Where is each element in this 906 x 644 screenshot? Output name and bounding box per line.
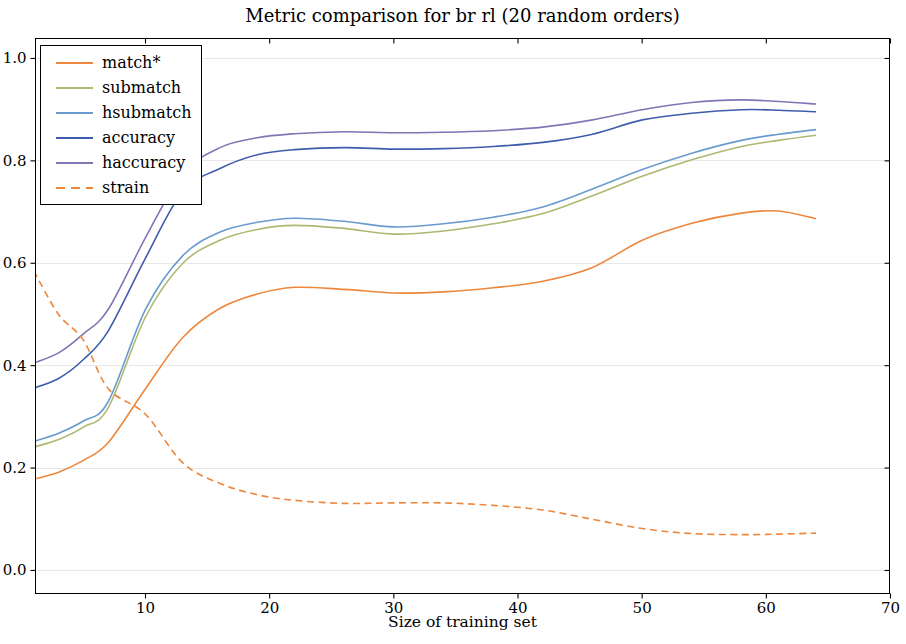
legend-item-haccuracy: haccuracy [41,150,191,175]
legend-label-submatch: submatch [102,80,181,96]
y-tick-label: 0.6 [3,254,27,272]
x-axis-label: Size of training set [35,613,890,631]
series-line-match [34,211,816,480]
legend-line-sample-match [56,58,93,68]
legend-label-hsubmatch: hsubmatch [102,105,191,121]
legend-label-haccuracy: haccuracy [102,155,185,171]
y-tick-label: 0.2 [3,459,27,477]
legend: match* submatch hsubmatch accuracy haccuracy… [40,45,202,205]
legend-item-accuracy: accuracy [41,125,191,150]
legend-line-sample-submatch [56,83,93,93]
legend-line-sample-hsubmatch [56,108,93,118]
y-tick-label: 1.0 [3,49,27,67]
legend-item-submatch: submatch [41,75,191,100]
legend-item-match: match* [41,50,191,75]
series-line-strain [34,271,816,535]
legend-line-sample-strain [56,183,93,193]
y-tick-label: 0.8 [3,152,27,170]
legend-item-hsubmatch: hsubmatch [41,100,191,125]
legend-line-sample-accuracy [56,133,93,143]
figure: Metric comparison for br rl (20 random o… [0,0,906,644]
legend-label-strain: strain [102,180,149,196]
y-tick-label: 0.4 [3,357,27,375]
legend-label-match: match* [102,55,160,71]
legend-item-strain: strain [41,175,191,200]
legend-line-sample-haccuracy [56,158,93,168]
legend-label-accuracy: accuracy [102,130,175,146]
y-tick-label: 0.0 [3,561,27,579]
